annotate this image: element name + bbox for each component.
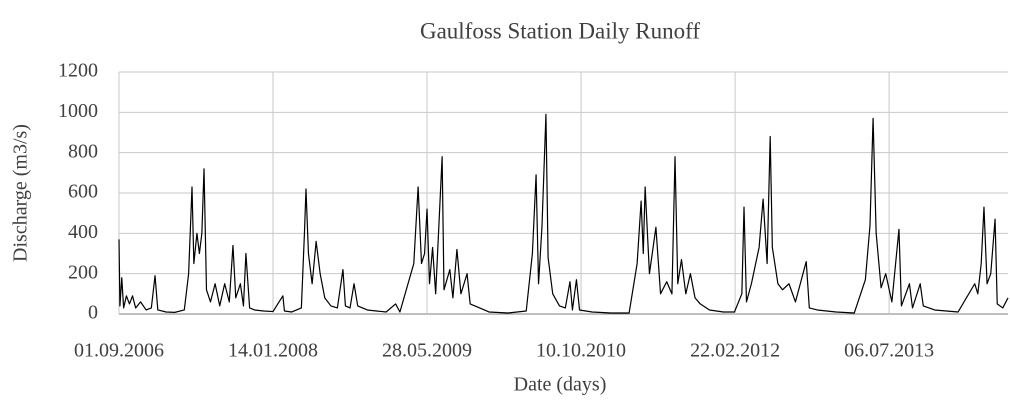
y-tick-label: 600	[68, 181, 98, 203]
y-tick-label: 800	[68, 140, 98, 162]
x-tick-label: 22.02.2012	[690, 340, 780, 362]
y-tick-label: 1200	[58, 60, 98, 82]
x-tick-label: 28.05.2009	[382, 340, 472, 362]
x-tick-label: 06.07.2013	[844, 340, 934, 362]
x-axis-label: Date (days)	[514, 374, 607, 396]
y-tick-label: 400	[68, 221, 98, 243]
x-tick-label: 14.01.2008	[228, 340, 318, 362]
y-tick-label: 1000	[58, 100, 98, 122]
y-tick-label: 0	[88, 302, 98, 324]
y-tick-label: 200	[68, 261, 98, 283]
x-tick-label: 01.09.2006	[74, 340, 164, 362]
chart-title: Gaulfoss Station Daily Runoff	[420, 18, 700, 43]
runoff-line	[118, 113, 1009, 314]
y-axis-label: Discharge (m3/s)	[10, 124, 32, 262]
x-tick-label: 10.10.2010	[536, 340, 626, 362]
